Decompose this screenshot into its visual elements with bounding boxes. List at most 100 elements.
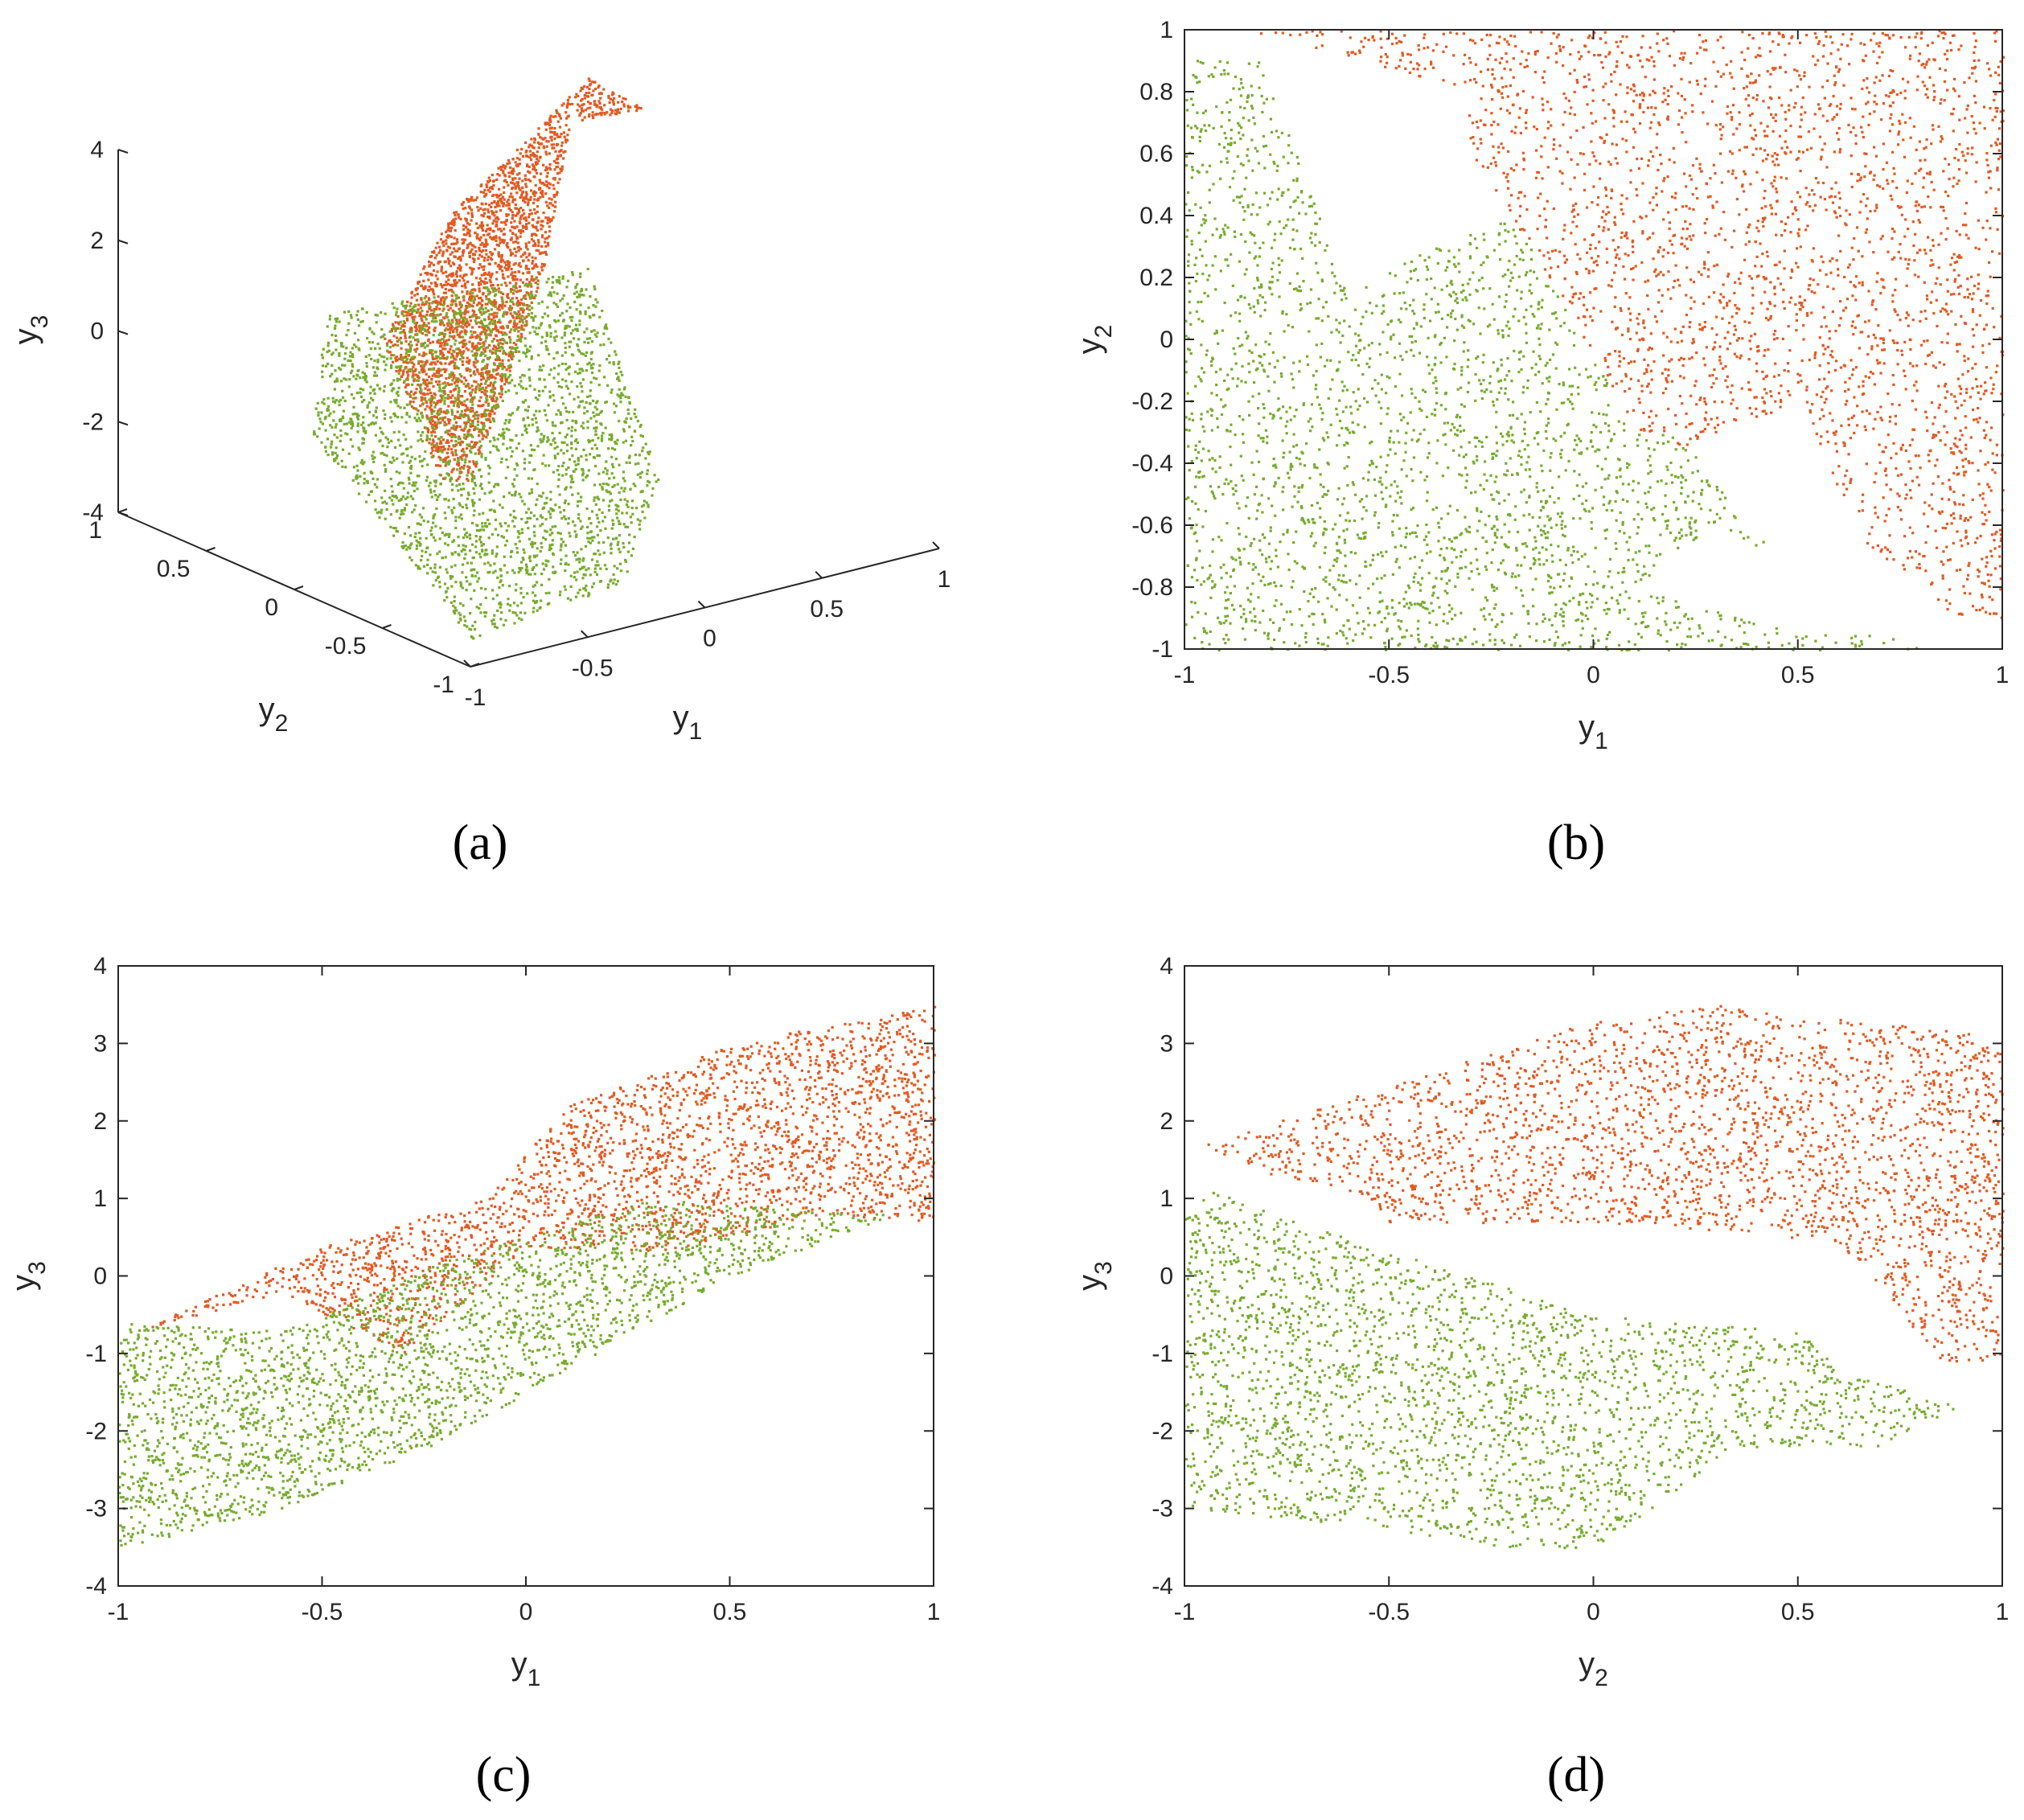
data-point — [524, 355, 528, 358]
data-point — [565, 326, 568, 329]
data-point — [507, 263, 511, 266]
data-point — [490, 397, 493, 401]
data-point — [475, 528, 478, 532]
data-point — [470, 398, 473, 401]
data-point — [331, 396, 335, 400]
data-point — [616, 483, 619, 486]
data-point — [530, 511, 533, 515]
data-point — [600, 113, 603, 117]
data-point — [426, 392, 429, 396]
data-point — [465, 503, 468, 507]
data-point — [454, 249, 457, 253]
data-point — [462, 615, 466, 618]
data-point — [455, 462, 459, 466]
data-point — [419, 273, 422, 276]
data-point — [499, 503, 502, 507]
data-point — [564, 544, 567, 547]
data-point — [494, 326, 497, 329]
data-point — [516, 163, 519, 166]
data-point — [564, 517, 567, 520]
data-point — [343, 364, 347, 367]
data-point — [400, 358, 404, 361]
data-point — [405, 378, 408, 381]
data-point — [328, 314, 332, 318]
data-point — [341, 465, 344, 468]
data-point — [562, 102, 565, 105]
data-point — [440, 362, 443, 365]
data-point — [473, 396, 476, 399]
data-point — [552, 424, 555, 427]
data-point — [366, 404, 369, 407]
data-point — [499, 291, 503, 294]
data-point — [453, 281, 457, 285]
data-point — [449, 229, 452, 232]
data-point — [509, 413, 512, 417]
data-point — [463, 461, 467, 464]
data-point — [538, 409, 541, 413]
data-point — [595, 413, 598, 417]
data-point — [564, 499, 567, 503]
data-point — [556, 154, 560, 158]
data-point — [429, 255, 432, 258]
data-point — [565, 418, 569, 421]
data-point — [597, 520, 601, 524]
data-point — [465, 325, 468, 328]
data-point — [616, 580, 619, 583]
data-point — [416, 487, 419, 491]
data-point — [530, 238, 534, 241]
data-point — [499, 193, 503, 196]
data-point — [466, 407, 469, 410]
data-point — [580, 107, 583, 110]
data-point — [620, 487, 623, 490]
data-point — [414, 373, 417, 376]
data-point — [518, 220, 521, 224]
data-point — [491, 319, 495, 323]
data-point — [581, 479, 585, 482]
data-point — [483, 410, 486, 413]
data-point — [482, 191, 485, 195]
data-point — [474, 441, 477, 445]
data-point — [581, 559, 585, 562]
data-point — [443, 400, 446, 403]
data-point — [360, 401, 364, 404]
data-point — [544, 538, 548, 541]
data-point — [473, 253, 476, 257]
data-point — [529, 179, 532, 183]
data-point — [466, 320, 469, 323]
data-point — [520, 618, 523, 621]
data-point — [494, 305, 497, 309]
data-point — [616, 108, 620, 111]
data-point — [481, 372, 484, 376]
data-point — [502, 301, 505, 304]
data-point — [565, 286, 569, 289]
data-point — [585, 351, 589, 354]
data-point — [439, 440, 442, 443]
data-point — [408, 335, 412, 339]
data-point — [548, 512, 552, 516]
data-point — [454, 343, 457, 346]
data-point — [493, 299, 496, 302]
data-point — [528, 454, 532, 457]
data-point — [390, 327, 393, 331]
data-point — [330, 425, 334, 429]
data-point — [482, 511, 485, 515]
data-point — [350, 393, 354, 396]
data-point — [359, 387, 363, 390]
data-point — [515, 236, 519, 239]
data-point — [616, 516, 619, 520]
data-point — [363, 431, 367, 434]
data-point — [465, 305, 468, 308]
data-point — [402, 360, 405, 364]
data-point — [459, 351, 462, 354]
data-point — [528, 384, 532, 388]
data-point — [452, 388, 455, 392]
data-point — [425, 302, 428, 306]
data-point — [616, 438, 619, 442]
data-point — [531, 418, 534, 421]
data-point — [483, 614, 486, 618]
data-point — [539, 438, 542, 442]
data-point — [474, 373, 477, 376]
data-point — [403, 507, 406, 510]
data-point — [405, 548, 408, 551]
data-point — [413, 294, 417, 297]
